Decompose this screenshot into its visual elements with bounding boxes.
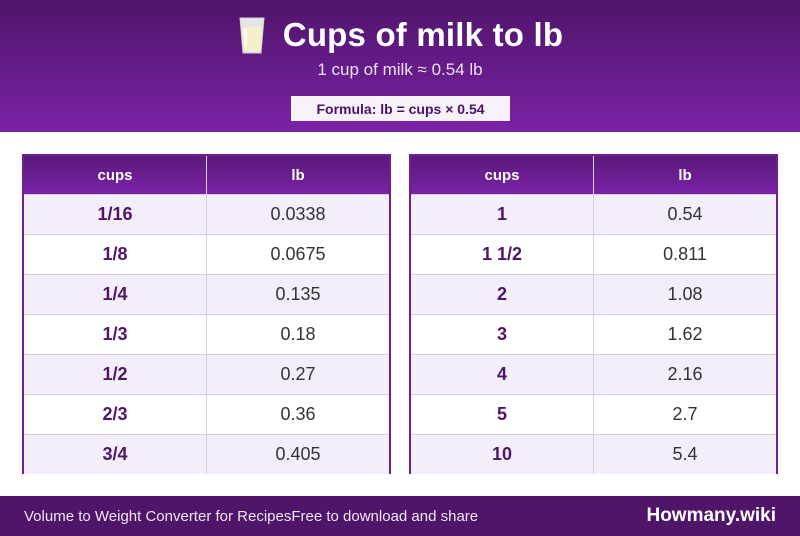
cups-cell: 1 <box>411 195 594 234</box>
lb-cell: 0.54 <box>667 204 703 224</box>
table-header: cups lb <box>411 156 776 194</box>
table-row: 1/3 0.18 <box>24 314 389 354</box>
lb-cell: 1.62 <box>667 324 703 344</box>
table-row: 2 1.08 <box>411 274 776 314</box>
cups-cell: 10 <box>411 435 594 474</box>
cups-cell: 1/8 <box>24 235 207 274</box>
cups-cell: 2/3 <box>24 395 207 434</box>
lb-cell: 0.0675 <box>270 244 326 264</box>
cups-cell: 1/4 <box>24 275 207 314</box>
cups-cell: 3 <box>411 315 594 354</box>
page-subtitle: 1 cup of milk ≈ 0.54 lb <box>317 60 483 79</box>
brand-logo-text[interactable]: Howmany.wiki <box>646 505 776 526</box>
table-row: 10 5.4 <box>411 434 776 474</box>
lb-cell: 2.16 <box>667 364 703 384</box>
table-row: 1 1/2 0.811 <box>411 234 776 274</box>
column-header-cups: cups <box>24 156 207 194</box>
table-row: 1/8 0.0675 <box>24 234 389 274</box>
table-body: 1 0.54 1 1/2 0.811 2 1.08 3 1.62 4 2.16 … <box>411 194 776 474</box>
lb-cell: 2.7 <box>672 404 698 424</box>
header: Cups of milk to lb 1 cup of milk ≈ 0.54 … <box>0 0 800 132</box>
lb-cell: 0.405 <box>275 444 321 464</box>
cups-cell: 1/2 <box>24 355 207 394</box>
table-row: 2/3 0.36 <box>24 394 389 434</box>
column-header-lb: lb <box>678 166 692 184</box>
lb-cell: 1.08 <box>667 284 703 304</box>
lb-cell: 0.27 <box>280 364 316 384</box>
conversion-table-right: cups lb 1 0.54 1 1/2 0.811 2 1.08 3 1.62… <box>409 154 778 474</box>
footer: Volume to Weight Converter for RecipesFr… <box>0 496 800 536</box>
milk-glass-icon <box>239 17 265 54</box>
footer-tagline: Volume to Weight Converter for RecipesFr… <box>24 507 479 525</box>
table-row: 1 0.54 <box>411 194 776 234</box>
lb-cell: 0.18 <box>280 324 316 344</box>
cups-cell: 1 1/2 <box>411 235 594 274</box>
lb-cell: 5.4 <box>672 444 698 464</box>
table-row: 5 2.7 <box>411 394 776 434</box>
table-row: 3/4 0.405 <box>24 434 389 474</box>
cups-cell: 4 <box>411 355 594 394</box>
lb-cell: 0.811 <box>663 244 707 264</box>
cups-cell: 2 <box>411 275 594 314</box>
formula-badge: Formula: lb = cups × 0.54 <box>291 96 510 121</box>
table-body: 1/16 0.0338 1/8 0.0675 1/4 0.135 1/3 0.1… <box>24 194 389 474</box>
table-row: 4 2.16 <box>411 354 776 394</box>
conversion-table-left: cups lb 1/16 0.0338 1/8 0.0675 1/4 0.135… <box>22 154 391 474</box>
lb-cell: 0.0338 <box>270 204 326 224</box>
cups-cell: 1/16 <box>24 195 207 234</box>
table-row: 1/16 0.0338 <box>24 194 389 234</box>
title-row: Cups of milk to lb <box>0 12 800 58</box>
lb-cell: 0.135 <box>275 284 321 304</box>
table-row: 3 1.62 <box>411 314 776 354</box>
cups-cell: 3/4 <box>24 435 207 474</box>
cups-cell: 5 <box>411 395 594 434</box>
table-row: 1/2 0.27 <box>24 354 389 394</box>
page-title: Cups of milk to lb <box>282 16 564 53</box>
column-header-lb: lb <box>291 166 305 184</box>
table-header: cups lb <box>24 156 389 194</box>
column-header-cups: cups <box>411 156 594 194</box>
cups-cell: 1/3 <box>24 315 207 354</box>
lb-cell: 0.36 <box>280 404 316 424</box>
table-row: 1/4 0.135 <box>24 274 389 314</box>
